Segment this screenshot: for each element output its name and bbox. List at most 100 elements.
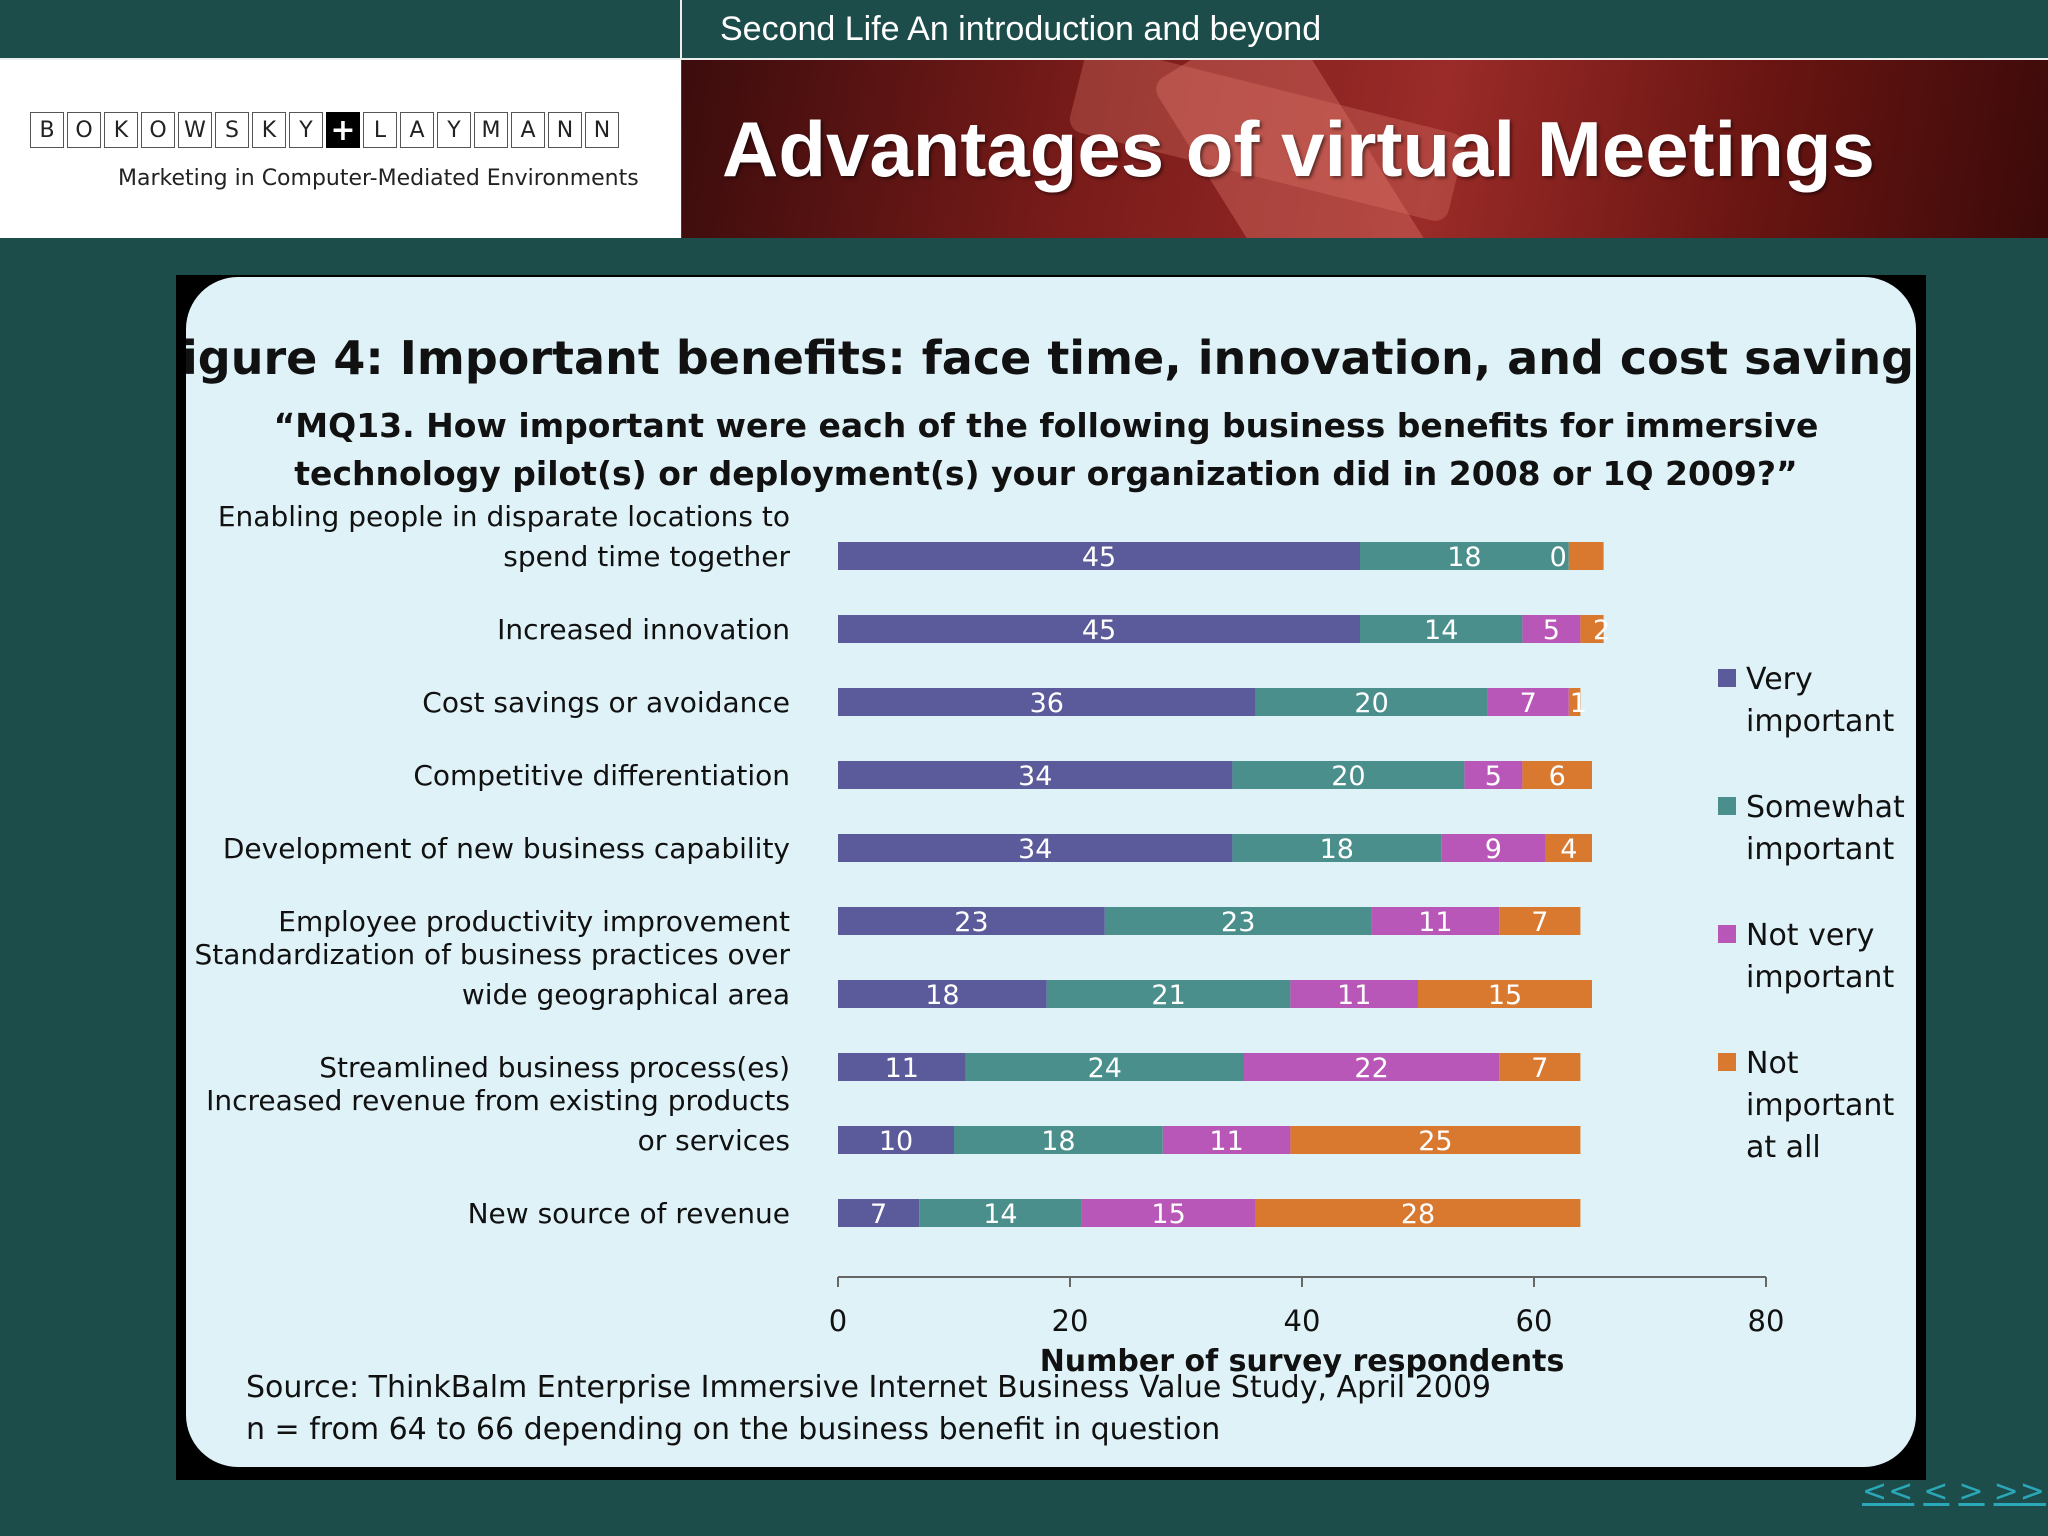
bar-segment — [1568, 542, 1604, 570]
legend-entry: Not very — [1746, 918, 1874, 953]
category-label: wide geographical area — [462, 978, 790, 1011]
bar-segment — [1418, 980, 1592, 1008]
x-tick-label: 20 — [1052, 1304, 1089, 1338]
bar-segment — [1360, 542, 1569, 570]
category-label: Standardization of business practices ov… — [194, 938, 790, 971]
title-banner: Advantages of virtual Meetings — [682, 60, 2048, 238]
logo-letter: M — [474, 112, 508, 148]
x-tick-label: 40 — [1284, 1304, 1321, 1338]
bar-data-label: 34 — [1018, 834, 1052, 865]
bar-data-label: 9 — [1485, 834, 1502, 865]
legend-swatch — [1718, 669, 1736, 687]
bar-segment — [1371, 907, 1500, 935]
bar-segment — [1104, 907, 1372, 935]
bar-segment — [838, 761, 1233, 789]
bar-segment — [1232, 761, 1465, 789]
x-tick-label: 0 — [829, 1304, 847, 1338]
chart-title: Figure 4: Important benefits: face time,… — [186, 331, 1916, 385]
bar-data-label: 11 — [1209, 1126, 1243, 1157]
bar-segment — [1360, 615, 1523, 643]
legend-entry: important — [1746, 704, 1894, 739]
bar-data-label: 36 — [1030, 688, 1064, 719]
slide-navigation: << < > >> — [1862, 1474, 2048, 1509]
top-bar: Second Life An introduction and beyond — [0, 0, 2048, 60]
bar-data-label: 15 — [1151, 1199, 1185, 1230]
bar-segment — [838, 615, 1360, 643]
bar-segment — [1244, 1053, 1500, 1081]
bar-segment — [1545, 834, 1592, 862]
legend-swatch — [1718, 1053, 1736, 1071]
bar-segment — [1290, 1126, 1581, 1154]
bar-data-label: 7 — [1520, 688, 1537, 719]
bar-segment — [1162, 1126, 1291, 1154]
legend-entry: important — [1746, 960, 1894, 995]
bar-segment — [1499, 907, 1581, 935]
bar-data-label: 20 — [1354, 688, 1388, 719]
nav-next-link[interactable]: > — [1958, 1474, 1985, 1509]
slide-title: Advantages of virtual Meetings — [722, 105, 1875, 193]
legend-entry: Somewhat — [1746, 790, 1905, 825]
bar-segment — [1580, 615, 1604, 643]
chart-card: Figure 4: Important benefits: face time,… — [186, 277, 1916, 1467]
bar-segment — [1464, 761, 1523, 789]
bar-data-label: 11 — [1337, 980, 1371, 1011]
bar-data-label: 18 — [1447, 542, 1481, 573]
bar-segment — [1255, 1199, 1581, 1227]
bar-data-label: 18 — [925, 980, 959, 1011]
bar-data-label: 15 — [1488, 980, 1522, 1011]
bar-data-label: 23 — [1221, 907, 1255, 938]
x-tick-label: 60 — [1516, 1304, 1553, 1338]
bar-data-label: 5 — [1485, 761, 1502, 792]
bar-segment — [1441, 834, 1546, 862]
bar-segment — [1046, 980, 1291, 1008]
stacked-bar-chart: Figure 4: Important benefits: face time,… — [186, 331, 1916, 1447]
legend-entry: important — [1746, 832, 1894, 867]
bar-data-label: 28 — [1401, 1199, 1435, 1230]
nav-last-link[interactable]: >> — [1993, 1474, 2046, 1509]
chart-frame: Figure 4: Important benefits: face time,… — [176, 275, 1926, 1480]
bar-data-label: 1 — [1570, 688, 1587, 719]
logo-letter: S — [215, 112, 249, 148]
bar-segment — [1522, 615, 1581, 643]
chart-source-note: Source: ThinkBalm Enterprise Immersive I… — [246, 1370, 1491, 1405]
category-label: Employee productivity improvement — [278, 905, 790, 938]
nav-prev-link[interactable]: < — [1923, 1474, 1950, 1509]
bar-segment — [838, 980, 1047, 1008]
bar-segment — [838, 834, 1233, 862]
bar-data-label: 14 — [983, 1199, 1017, 1230]
category-label: or services — [638, 1124, 790, 1157]
bar-data-label: 10 — [879, 1126, 913, 1157]
bar-data-label: 14 — [1424, 615, 1458, 646]
bar-segment — [838, 1126, 954, 1154]
bar-segment — [1290, 980, 1418, 1008]
bar-data-label: 11 — [885, 1053, 919, 1084]
bar-data-label: 24 — [1088, 1053, 1122, 1084]
bar-segment — [954, 1126, 1163, 1154]
bar-data-label: 18 — [1320, 834, 1354, 865]
company-logo: B O K O W S K Y + L A Y M A N N — [30, 112, 622, 148]
bar-data-label: 6 — [1549, 761, 1566, 792]
bar-segment — [1568, 688, 1581, 716]
bar-data-label: 2 — [1593, 615, 1610, 646]
logo-area: B O K O W S K Y + L A Y M A N N Marketing in Computer-M… — [0, 60, 681, 238]
bar-data-label: 18 — [1041, 1126, 1075, 1157]
bar-data-label: 25 — [1418, 1126, 1452, 1157]
x-axis-label: Number of survey respondents — [1040, 1344, 1565, 1379]
bar-segment — [1499, 1053, 1581, 1081]
top-bar-divider — [680, 0, 682, 58]
bar-data-label: 7 — [1531, 907, 1548, 938]
bar-segment — [838, 688, 1256, 716]
legend-entry: Not — [1746, 1046, 1799, 1081]
category-label: Increased innovation — [497, 613, 790, 646]
chart-subtitle: “MQ13. How important were each of the fo… — [274, 406, 1819, 445]
logo-letter: A — [511, 112, 545, 148]
category-label: Enabling people in disparate locations t… — [218, 500, 790, 533]
logo-letter: O — [141, 112, 175, 148]
category-label: Competitive differentiation — [413, 759, 790, 792]
bar-segment — [838, 1053, 966, 1081]
logo-letter: K — [104, 112, 138, 148]
nav-first-link[interactable]: << — [1862, 1474, 1915, 1509]
bar-data-label: 45 — [1082, 615, 1116, 646]
bar-data-label: 45 — [1082, 542, 1116, 573]
bar-segment — [919, 1199, 1082, 1227]
